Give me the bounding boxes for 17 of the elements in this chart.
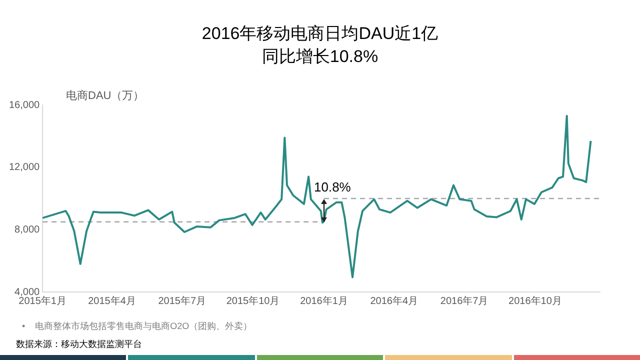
x-tick-label: 2016年4月	[370, 294, 418, 307]
y-tick-label: 16,000	[8, 100, 40, 111]
text: • 电商整体市场包括零售电商与电商O2O（团购、外卖）	[22, 320, 252, 333]
source-note: 数据来源：移动大数据监测平台	[16, 338, 142, 351]
x-tick-label: 2016年7月	[440, 294, 488, 307]
chart-subtitle: 同比增长10.8%	[260, 46, 380, 68]
y-tick-label: 12,000	[8, 162, 40, 174]
y-tick-label: 8,000	[14, 224, 40, 236]
x-tick-label: 2016年1月	[300, 294, 348, 307]
x-tick-label: 2015年7月	[158, 294, 206, 307]
x-tick-label: 2015年4月	[88, 294, 136, 307]
x-tick-label: 2015年10月	[226, 294, 280, 307]
annotation: 10.8%	[314, 180, 352, 195]
y-tick-label: 4,000	[14, 286, 40, 298]
x-tick-label: 2016年10月	[508, 294, 562, 307]
chart-title: 2016年移动电商日均DAU近1亿	[200, 23, 440, 45]
y-axis-title: 电商DAU（万）	[66, 88, 144, 103]
